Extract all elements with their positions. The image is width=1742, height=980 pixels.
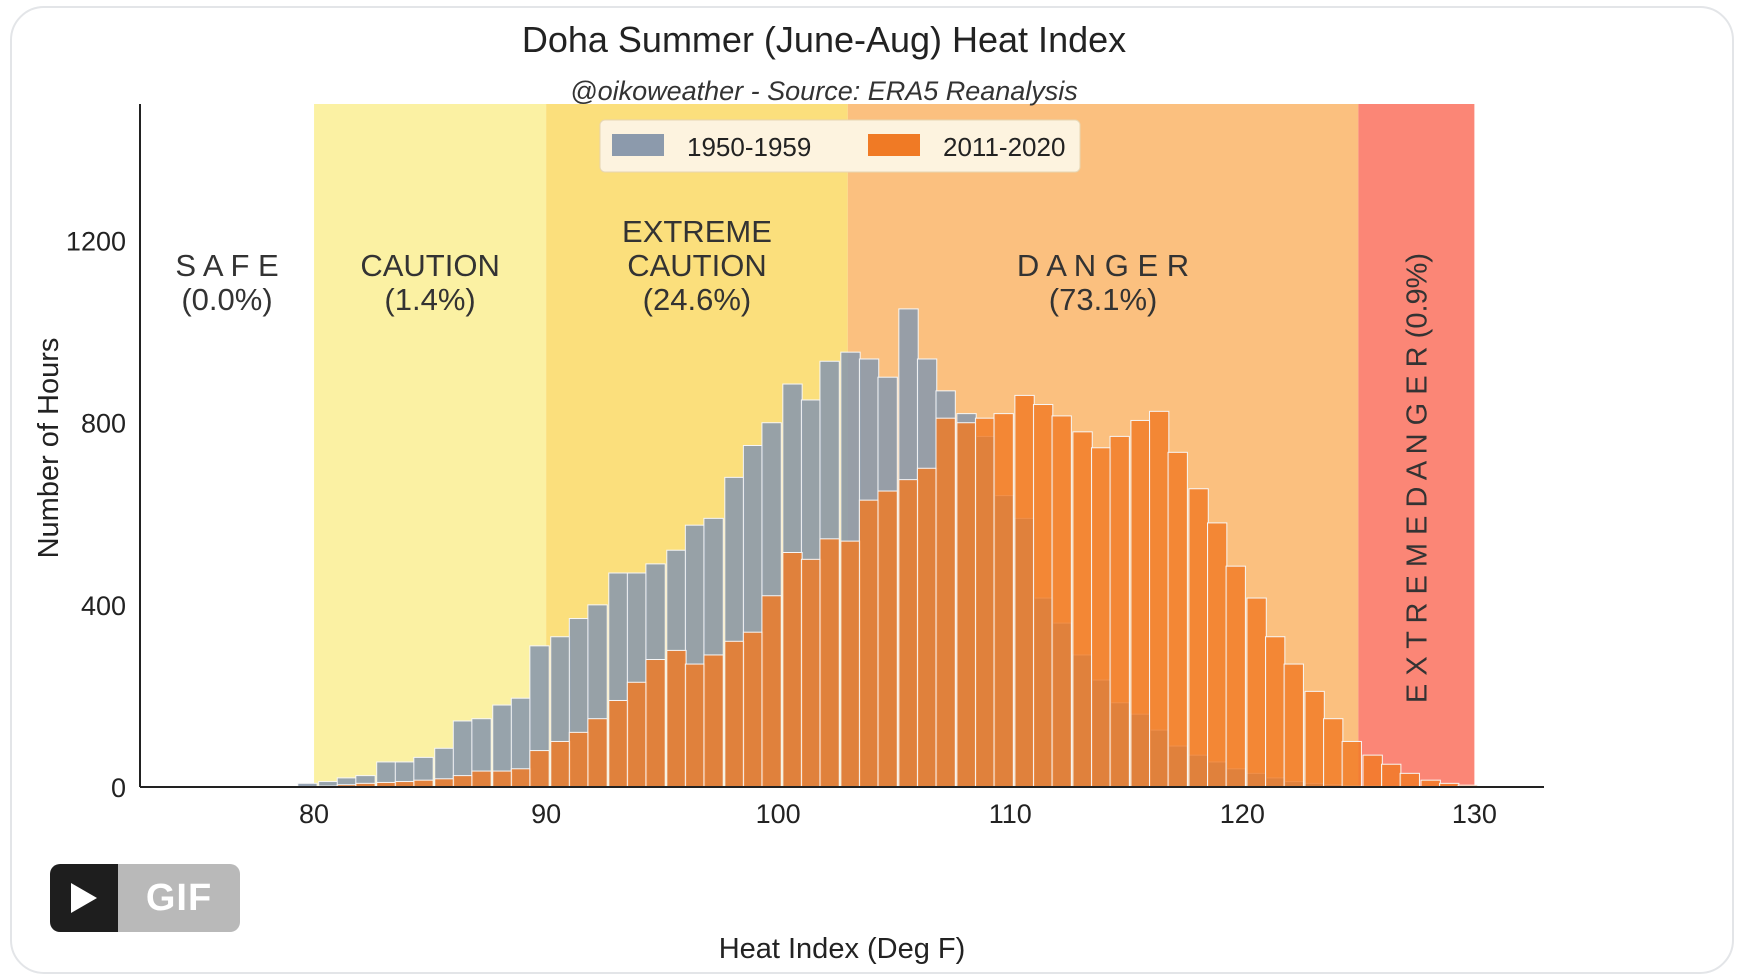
legend-swatch-2011-2020	[868, 134, 920, 156]
bar-2011-2020-31	[898, 479, 919, 788]
x-tick-label-100: 100	[756, 799, 801, 829]
bar-2011-2020-51	[1283, 663, 1304, 788]
bar-2011-2020-14	[568, 731, 590, 788]
bar-2011-2020-57	[1399, 772, 1420, 788]
zone-label-text-1-0: CAUTION	[360, 248, 500, 283]
bar-2011-2020-19	[666, 649, 687, 788]
bar-2011-2020-9	[471, 770, 492, 788]
bar-2011-2020-6	[413, 779, 434, 788]
bar-2011-2020-16	[608, 699, 629, 788]
chart-subtitle: @oikoweather - Source: ERA5 Reanalysis	[570, 76, 1078, 106]
bar-2011-2020-34	[956, 422, 977, 788]
bar-2011-2020-22	[724, 640, 745, 788]
zone-band-0	[140, 104, 315, 787]
bar-2011-2020-17	[626, 681, 648, 788]
zone-label-4: E X T R E M E D A N G E R (0.9%)	[1401, 253, 1433, 703]
heat-index-chart: 80 90 100 110 120 130 0 400 800 1200 S A F E(0.0%…	[33, 19, 1544, 965]
legend: 1950-1959 2011-2020	[599, 119, 1081, 173]
bar-2011-2020-15	[587, 718, 608, 788]
bar-2011-2020-10	[492, 770, 513, 788]
y-tick-label-800: 800	[81, 409, 126, 439]
bar-2011-2020-41	[1090, 447, 1112, 788]
x-tick-label-110: 110	[989, 799, 1032, 829]
bar-2011-2020-38	[1032, 404, 1054, 788]
zone-label-text-2-1: CAUTION	[627, 248, 767, 283]
bar-2011-2020-27	[819, 538, 840, 788]
bar-2011-2020-47	[1207, 522, 1228, 788]
zone-pct-2: (24.6%)	[643, 282, 752, 317]
chart-title: Doha Summer (June-Aug) Heat Index	[522, 19, 1126, 60]
bar-2011-2020-58	[1420, 779, 1441, 788]
zone-pct-3: (73.1%)	[1049, 282, 1158, 317]
bar-2011-2020-35	[974, 417, 996, 788]
x-axis-label: Heat Index (Deg F)	[719, 933, 966, 965]
legend-label-1950-1959: 1950-1959	[687, 132, 811, 162]
bar-2011-2020-42	[1109, 435, 1130, 788]
bar-2011-2020-37	[1014, 394, 1035, 788]
bar-2011-2020-20	[684, 663, 706, 788]
bar-2011-2020-28	[840, 540, 861, 788]
bar-2011-2020-25	[782, 552, 803, 788]
bar-2011-2020-7	[434, 778, 455, 788]
bar-2011-2020-33	[935, 417, 956, 788]
bar-2011-2020-8	[452, 775, 474, 788]
play-icon[interactable]	[50, 864, 118, 932]
bar-2011-2020-54	[1341, 740, 1362, 788]
legend-box	[599, 119, 1081, 173]
bar-2011-2020-23	[742, 631, 764, 788]
x-tick-label-80: 80	[299, 799, 329, 829]
bar-2011-2020-13	[550, 740, 571, 788]
bar-2011-2020-45	[1167, 451, 1188, 788]
bar-2011-2020-49	[1246, 597, 1267, 788]
bar-2011-2020-30	[877, 490, 898, 788]
x-tick-label-130: 130	[1452, 799, 1497, 829]
bar-2011-2020-18	[645, 659, 666, 788]
y-tick-label-400: 400	[81, 591, 126, 621]
bar-2011-2020-53	[1323, 718, 1344, 788]
bar-2011-2020-12	[529, 750, 550, 788]
zone-label-text-2-0: EXTREME	[622, 214, 772, 249]
bar-2011-2020-40	[1072, 431, 1093, 788]
legend-swatch-1950-1959	[612, 134, 664, 156]
zone-labels: S A F E(0.0%)CAUTION(1.4%)EXTREMECAUTION…	[175, 214, 1433, 703]
bar-2011-2020-46	[1188, 488, 1209, 788]
histogram-bars	[297, 308, 1478, 788]
bar-2011-2020-50	[1265, 636, 1286, 788]
bar-2011-2020-43	[1130, 419, 1151, 788]
zone-pct-0: (0.0%)	[181, 282, 272, 317]
y-tick-label-0: 0	[111, 773, 126, 803]
axes: 80 90 100 110 120 130 0 400 800 1200	[66, 104, 1544, 829]
bar-2011-2020-36	[993, 413, 1014, 788]
x-tick-label-90: 90	[531, 799, 561, 829]
media-card: 80 90 100 110 120 130 0 400 800 1200 S A F E (0.0%…	[10, 6, 1734, 974]
bar-2011-2020-24	[761, 595, 782, 788]
gif-label: GIF	[118, 864, 240, 932]
legend-label-2011-2020: 2011-2020	[943, 132, 1065, 162]
zone-label-text-4: E X T R E M E D A N G E R (0.9%)	[1401, 253, 1433, 703]
zone-label-text-3-0: D A N G E R	[1017, 248, 1189, 283]
bar-2011-2020-11	[510, 768, 532, 788]
y-tick-label-1200: 1200	[66, 227, 126, 257]
bar-2011-2020-21	[703, 654, 724, 788]
bar-2011-2020-32	[916, 467, 938, 788]
zone-band-1	[314, 104, 547, 787]
bar-2011-2020-55	[1362, 754, 1383, 788]
zone-pct-1: (1.4%)	[384, 282, 475, 317]
gif-badge[interactable]: GIF	[50, 864, 240, 932]
zone-label-text-0-0: S A F E	[175, 248, 278, 283]
x-tick-label-120: 120	[1220, 799, 1265, 829]
bar-2011-2020-52	[1304, 690, 1325, 788]
bar-2011-2020-29	[858, 499, 880, 788]
bar-2011-2020-26	[800, 558, 822, 788]
bar-2011-2020-48	[1225, 565, 1246, 788]
bar-2011-2020-39	[1051, 415, 1072, 788]
bar-2011-2020-56	[1381, 763, 1402, 788]
bar-2011-2020-44	[1148, 410, 1170, 788]
zone-band-4	[1358, 104, 1475, 787]
y-axis-label: Number of Hours	[33, 338, 65, 559]
